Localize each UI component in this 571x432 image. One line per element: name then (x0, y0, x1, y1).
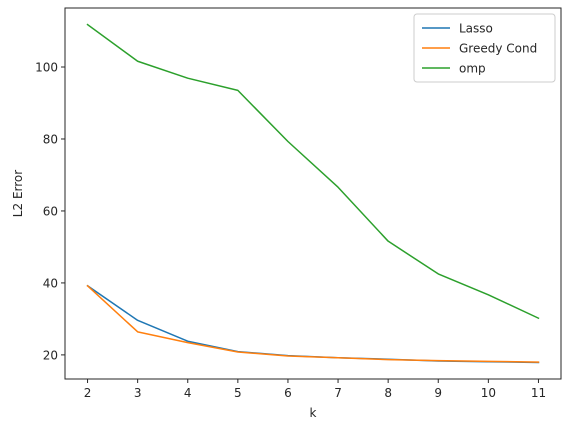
x-tick-label: 5 (234, 386, 242, 400)
legend-box (413, 13, 556, 83)
plot-frame (64, 7, 562, 380)
legend-label: omp (459, 62, 486, 76)
y-tick-label: 20 (43, 348, 58, 362)
y-axis-ticks: 20 40 60 80 100 (35, 61, 65, 362)
legend-label: Lasso (459, 22, 493, 36)
x-tick-label: 8 (384, 386, 392, 400)
y-tick-label: 80 (43, 132, 58, 146)
y-axis-label: L2 Error (11, 170, 25, 217)
y-tick-label: 40 (43, 276, 58, 290)
x-tick-label: 4 (184, 386, 192, 400)
series-line-1 (86, 284, 540, 363)
x-tick-label: 9 (434, 386, 442, 400)
plot-lines (86, 23, 540, 364)
series-line-2 (86, 23, 540, 320)
x-tick-label: 10 (481, 386, 496, 400)
x-tick-label: 7 (334, 386, 342, 400)
y-tick-label: 100 (35, 61, 58, 75)
legend-label: Greedy Cond (459, 42, 537, 56)
x-tick-label: 6 (284, 386, 292, 400)
x-tick-label: 3 (134, 386, 142, 400)
x-tick-label: 2 (84, 386, 92, 400)
y-tick-label: 60 (43, 204, 58, 218)
legend: Lasso Greedy Cond omp (413, 13, 556, 83)
x-tick-label: 11 (531, 386, 546, 400)
x-axis-ticks: 2 3 4 5 6 7 8 9 10 11 (84, 379, 546, 400)
series-line-0 (86, 284, 540, 364)
x-axis-label: k (310, 406, 317, 420)
